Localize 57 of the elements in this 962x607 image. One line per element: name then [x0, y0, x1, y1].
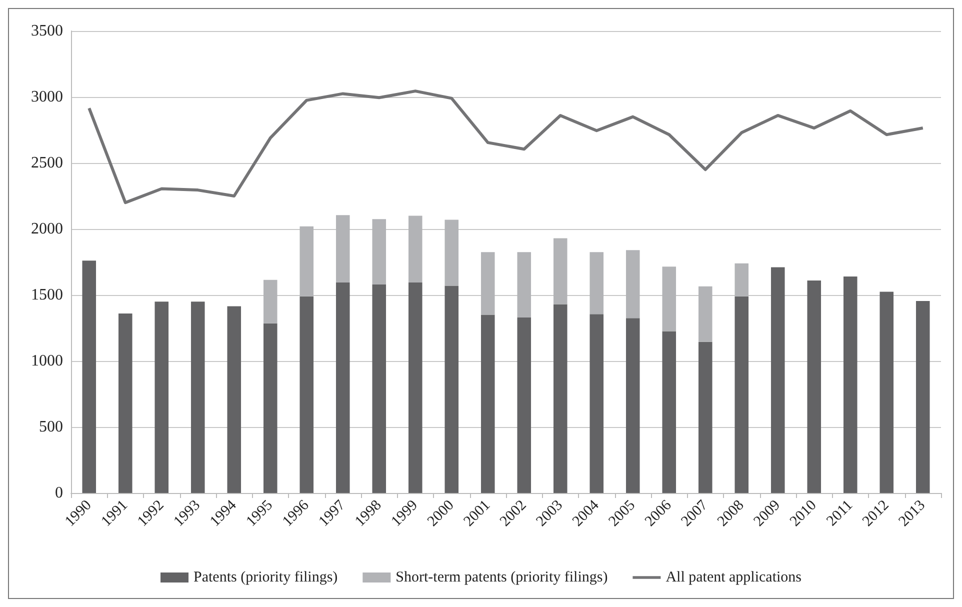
bar [480, 314, 495, 493]
y-tick-label: 500 [39, 418, 63, 436]
x-tick-label: 1992 [134, 497, 168, 530]
y-tick-label: 3000 [31, 88, 63, 106]
bar [372, 284, 386, 493]
bar [82, 260, 96, 493]
bar [154, 302, 169, 493]
bar [770, 267, 785, 493]
bar [626, 250, 640, 318]
bar [843, 276, 858, 493]
bar [263, 280, 278, 324]
y-tick-label: 2000 [31, 220, 63, 238]
bar [190, 302, 205, 493]
bar [517, 252, 532, 318]
y-tick-label: 3500 [31, 22, 63, 40]
bar [662, 331, 676, 493]
bar [480, 252, 495, 315]
x-tick-label: 2001 [461, 497, 494, 530]
bar [916, 300, 930, 493]
bar [662, 266, 676, 332]
x-tick-label: 1993 [171, 497, 204, 530]
bar [698, 342, 712, 493]
bar [553, 238, 568, 304]
bar [590, 252, 604, 314]
x-tick-label: 1991 [98, 497, 132, 530]
bar [734, 296, 749, 493]
legend-label: Short-term patents (priority filings) [396, 570, 608, 586]
y-tick-label: 0 [55, 484, 63, 502]
bar [734, 263, 749, 296]
bar [517, 317, 532, 493]
bar [408, 216, 422, 282]
bar [372, 219, 386, 284]
legend-label: All patent applications [666, 570, 802, 586]
bar [118, 313, 132, 493]
x-tick-label: 2011 [824, 497, 856, 530]
bar [227, 306, 242, 493]
bar [408, 282, 422, 493]
x-tick-label: 1990 [62, 497, 95, 530]
y-tick-label: 1000 [31, 352, 63, 370]
bar [336, 282, 350, 493]
bar [807, 280, 822, 493]
bar [336, 215, 350, 282]
bar [590, 314, 604, 493]
bar [444, 220, 459, 286]
bar [444, 286, 459, 493]
bar [300, 226, 314, 296]
bar [263, 323, 278, 493]
bar [880, 292, 894, 493]
legend-label: Patents (priority filings) [194, 570, 338, 586]
line-series [88, 90, 924, 204]
y-tick-label: 1500 [31, 286, 63, 304]
x-tick-label: 1999 [388, 497, 422, 530]
bar [698, 286, 712, 342]
bar [300, 296, 314, 493]
bar [626, 318, 640, 493]
bar [553, 304, 568, 493]
y-tick-label: 2500 [31, 154, 63, 172]
